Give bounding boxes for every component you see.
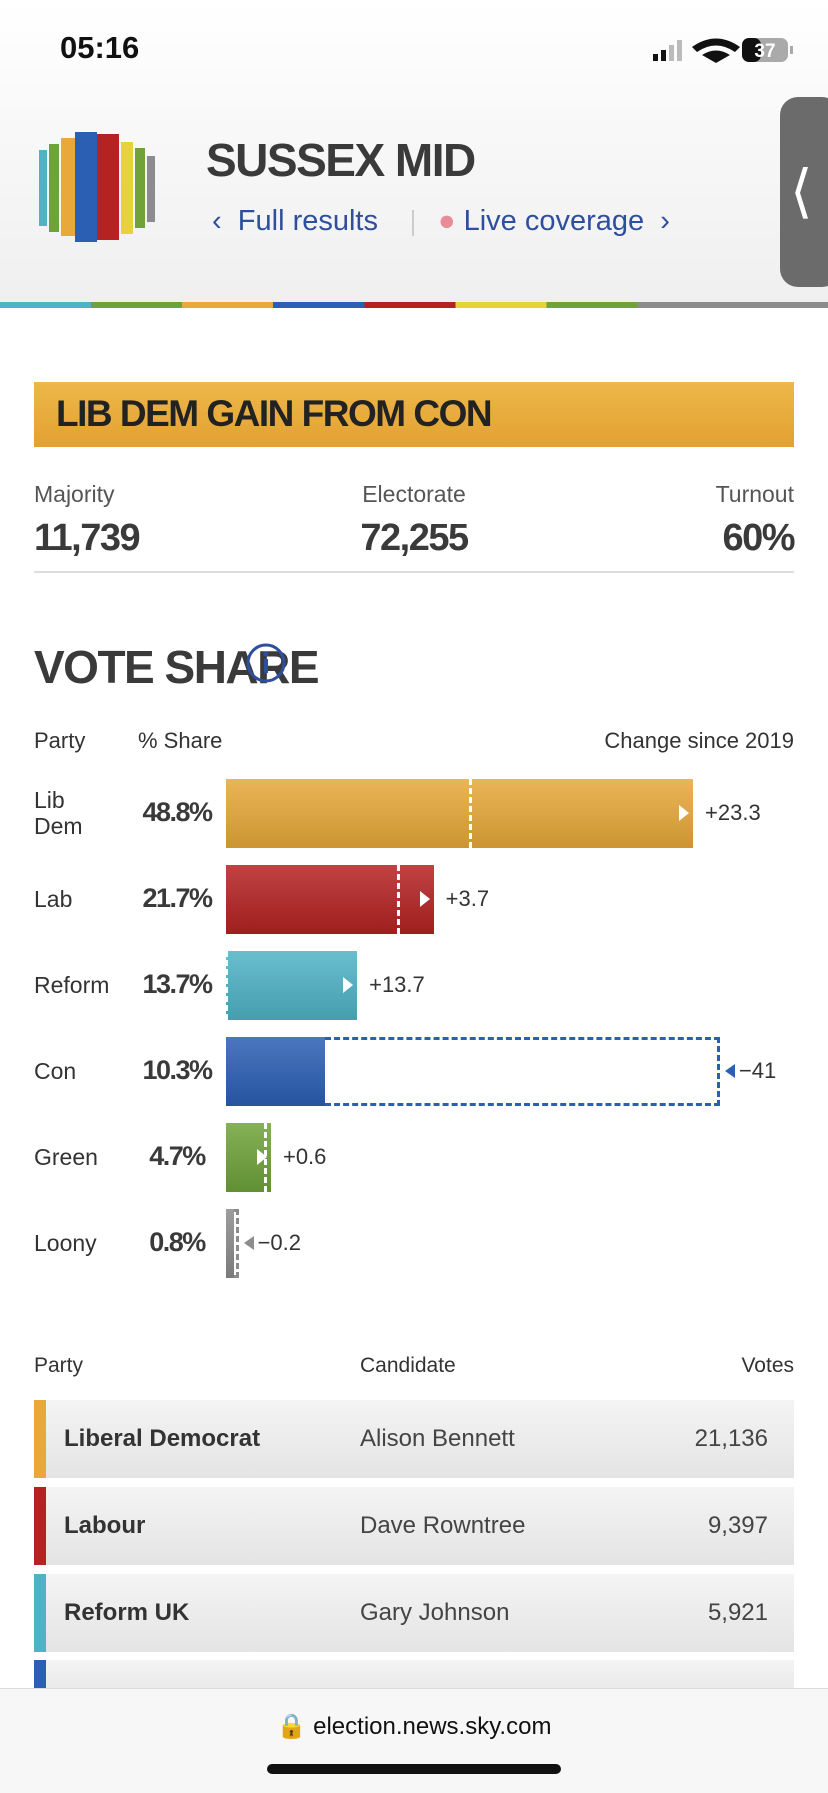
stats-rule <box>34 571 794 573</box>
share-label: 13.7% <box>142 969 213 999</box>
party-name: Liberal Democrat <box>64 1425 261 1452</box>
column-header: Change since 2019 <box>604 728 794 753</box>
column-header: Party <box>34 728 86 753</box>
status-icons: 37 <box>653 38 793 63</box>
party-color <box>34 1574 46 1652</box>
info-icon[interactable] <box>245 642 287 684</box>
status-time: 05:16 <box>60 30 140 65</box>
table-header: Candidate <box>360 1354 456 1377</box>
change-marker <box>469 778 473 848</box>
category-label: Green <box>34 1144 98 1170</box>
change-marker <box>225 950 228 1020</box>
result-text: LIB DEM GAIN FROM CON <box>56 393 493 434</box>
share-bar <box>226 950 358 1020</box>
candidate: Dave Rowntree <box>360 1512 526 1539</box>
share-label: 10.3% <box>142 1055 213 1085</box>
change-marker <box>233 1208 239 1278</box>
logo <box>39 132 155 242</box>
votes: 9,397 <box>707 1512 768 1539</box>
share-bar <box>226 1036 325 1106</box>
change-label: −0.2 <box>257 1230 301 1255</box>
change-arrow <box>256 1149 267 1165</box>
share-label: 21.7% <box>142 883 213 913</box>
table-row[interactable]: Liberal Democrat Alison Bennett 21,136 <box>34 1400 794 1478</box>
stat-label: Turnout <box>715 481 794 507</box>
share-bar <box>226 778 694 848</box>
url[interactable]: election.news.sky.com <box>313 1713 552 1740</box>
link-text[interactable]: Full results <box>237 205 378 237</box>
share-bar <box>226 1208 234 1278</box>
share-label: 48.8% <box>142 797 213 827</box>
party-name: Labour <box>64 1512 146 1539</box>
table-header: Votes <box>741 1354 794 1377</box>
home-indicator <box>267 1764 561 1774</box>
category-label: Lab <box>34 886 73 912</box>
category-label: Con <box>34 1058 77 1084</box>
change-arrow <box>243 1236 254 1250</box>
change-label: +13.7 <box>369 972 425 997</box>
share-label: 0.8% <box>149 1227 206 1257</box>
share-bar <box>226 864 434 934</box>
change-label: +0.6 <box>282 1144 327 1169</box>
change-arrow <box>343 977 354 993</box>
change-label: −41 <box>738 1058 777 1083</box>
url-bar[interactable]: 🔒 election.news.sky.com <box>276 1713 552 1740</box>
change-marker <box>397 864 401 934</box>
stat-label: Electorate <box>362 481 466 507</box>
color-stripe <box>0 302 828 308</box>
chart-title: VOTE SHARE <box>34 641 320 693</box>
category-label: Loony <box>34 1230 97 1256</box>
table-row[interactable]: Labour Dave Rowntree 9,397 <box>34 1487 794 1565</box>
battery-level: 37 <box>754 41 775 62</box>
table-row[interactable]: Reform UK Gary Johnson 5,921 <box>34 1574 794 1652</box>
change-marker <box>324 1036 720 1106</box>
votes: 21,136 <box>694 1425 768 1452</box>
browser-bar <box>0 1688 828 1793</box>
result-banner <box>34 382 794 447</box>
stat-value: 11,739 <box>34 517 141 559</box>
votes: 5,921 <box>707 1599 768 1626</box>
party-color <box>34 1400 46 1478</box>
category-label: Lib Dem <box>34 787 83 839</box>
party-name: Reform UK <box>64 1599 190 1626</box>
full-results-link[interactable]: ‹ Full results <box>212 205 378 237</box>
party-color <box>34 1487 46 1565</box>
constituency-title: SUSSEX MID <box>206 134 476 186</box>
column-header: % Share <box>138 728 223 753</box>
live-coverage-link[interactable]: ● Live coverage › <box>438 205 670 237</box>
change-arrow <box>724 1064 735 1078</box>
candidate: Alison Bennett <box>360 1425 515 1452</box>
table-header: Party <box>34 1354 84 1377</box>
stat-value: 60% <box>722 517 795 559</box>
change-arrow <box>419 891 430 907</box>
stat-value: 72,255 <box>360 517 469 559</box>
link-text[interactable]: Live coverage <box>463 205 645 237</box>
stat-label: Majority <box>34 481 115 507</box>
collapse-tab[interactable]: ⟨ <box>780 97 828 287</box>
category-label: Reform <box>34 972 110 998</box>
change-arrow <box>679 805 690 821</box>
divider <box>412 210 414 236</box>
change-label: +3.7 <box>445 886 490 911</box>
change-label: +23.3 <box>705 800 761 825</box>
candidate: Gary Johnson <box>360 1599 510 1626</box>
share-label: 4.7% <box>149 1141 206 1171</box>
